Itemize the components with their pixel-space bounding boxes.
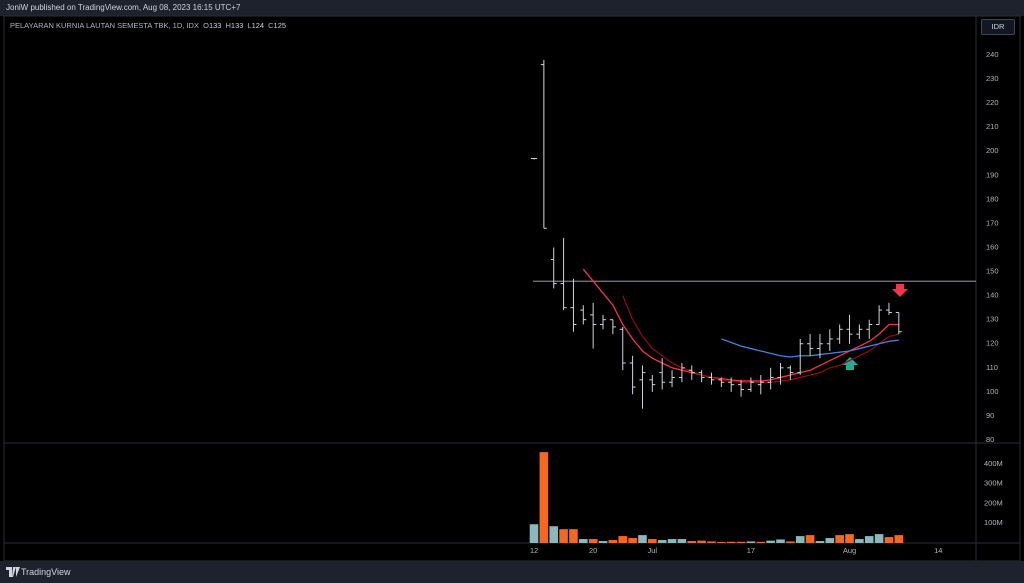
logo: [6, 567, 20, 577]
x-tick-label: 12: [530, 546, 538, 555]
brand: TradingView: [21, 567, 71, 577]
volume-bar: [736, 541, 746, 543]
volume-bar: [697, 540, 706, 543]
legend-label: O: [203, 21, 209, 30]
y-tick-label: 150: [986, 267, 999, 276]
volume-bar: [608, 540, 618, 543]
y-tick-label: 190: [986, 170, 999, 179]
symbol: PELAYARAN KURNIA LAUTAN SEMESTA TBK, 1D,…: [10, 21, 199, 30]
volume-bar: [786, 541, 795, 543]
y-tick-label: 160: [986, 242, 999, 251]
y-tick-label: 230: [986, 74, 999, 83]
volume-bar: [855, 539, 864, 543]
volume-bar: [579, 539, 588, 543]
x-tick-label: Jul: [648, 546, 658, 555]
volume-bar: [588, 539, 598, 543]
y-tick-label: 200: [986, 146, 999, 155]
volume-bar: [746, 541, 756, 543]
volume-tick-label: 100M: [984, 518, 1003, 527]
legend-value: 125: [273, 21, 287, 30]
sell-arrow: [892, 284, 908, 297]
y-tick-label: 110: [986, 363, 998, 372]
chart-frame: [3, 15, 1021, 562]
volume-bar: [795, 536, 805, 543]
bottom-bar: TradingView: [0, 561, 1024, 583]
x-tick-label: 20: [589, 546, 597, 555]
volume-bar: [874, 534, 884, 543]
y-tick-label: 220: [986, 98, 999, 107]
y-tick-label: 90: [986, 411, 994, 420]
volume-bar: [825, 538, 835, 543]
volume-bar: [845, 534, 854, 543]
y-tick-label: 210: [986, 122, 999, 131]
volume-bar: [776, 539, 785, 543]
x-tick-label: 14: [934, 546, 942, 555]
volume-bar: [628, 538, 637, 543]
volume-bar: [638, 535, 647, 543]
x-tick-label: 17: [747, 546, 755, 555]
volume-bar: [756, 541, 766, 543]
volume-bar: [707, 541, 716, 543]
y-tick-label: 130: [986, 315, 999, 324]
legend-label: L: [247, 21, 252, 30]
volume-bar: [569, 529, 578, 543]
buy-arrow: [842, 357, 858, 370]
symbol-legend: PELAYARAN KURNIA LAUTAN SEMESTA TBK, 1D,…: [10, 21, 290, 30]
legend-label: C: [268, 21, 274, 30]
ohlc-legend: O133 H133 L124 C125: [203, 21, 290, 30]
volume-tick-label: 300M: [984, 479, 1003, 488]
volume-bar: [726, 541, 736, 543]
currency-button[interactable]: IDR: [981, 19, 1015, 35]
volume-tick-label: 200M: [984, 498, 1003, 507]
volume-bar: [667, 539, 677, 543]
volume-bar: [894, 535, 904, 543]
x-tick-label: Aug: [843, 546, 856, 555]
volume-bar: [766, 540, 775, 543]
publisher-note: JoniW published on TradingView.com, Aug …: [6, 3, 241, 12]
y-tick-label: 180: [986, 194, 999, 203]
volume-bar: [884, 537, 894, 543]
volume-bar: [529, 524, 539, 543]
legend-value: 124: [251, 21, 265, 30]
volume-bar: [864, 536, 874, 543]
y-tick-label: 100: [986, 387, 999, 396]
volume-bar: [559, 529, 568, 543]
volume-bar: [815, 541, 825, 543]
volume-bar: [549, 526, 559, 543]
legend-value: 133: [230, 21, 244, 30]
volume-bar: [539, 452, 549, 543]
volume-tick-label: 400M: [984, 459, 1003, 468]
legend-value: 133: [208, 21, 222, 30]
volume-bar: [648, 539, 657, 543]
volume-bar: [687, 541, 697, 543]
y-tick-label: 170: [986, 218, 999, 227]
y-tick-label: 240: [986, 50, 999, 59]
volume-bar: [717, 542, 726, 543]
volume-bar: [618, 536, 628, 543]
volume-bar: [805, 535, 815, 543]
y-tick-label: 80: [986, 435, 994, 444]
volume-bar: [677, 539, 687, 543]
top-bar: JoniW published on TradingView.com, Aug …: [0, 0, 1024, 16]
y-tick-label: 120: [986, 339, 999, 348]
volume-bar: [835, 535, 844, 543]
volume-bar: [598, 541, 608, 543]
volume-bar: [657, 540, 667, 543]
legend-label: H: [225, 21, 231, 30]
y-tick-label: 140: [986, 291, 999, 300]
